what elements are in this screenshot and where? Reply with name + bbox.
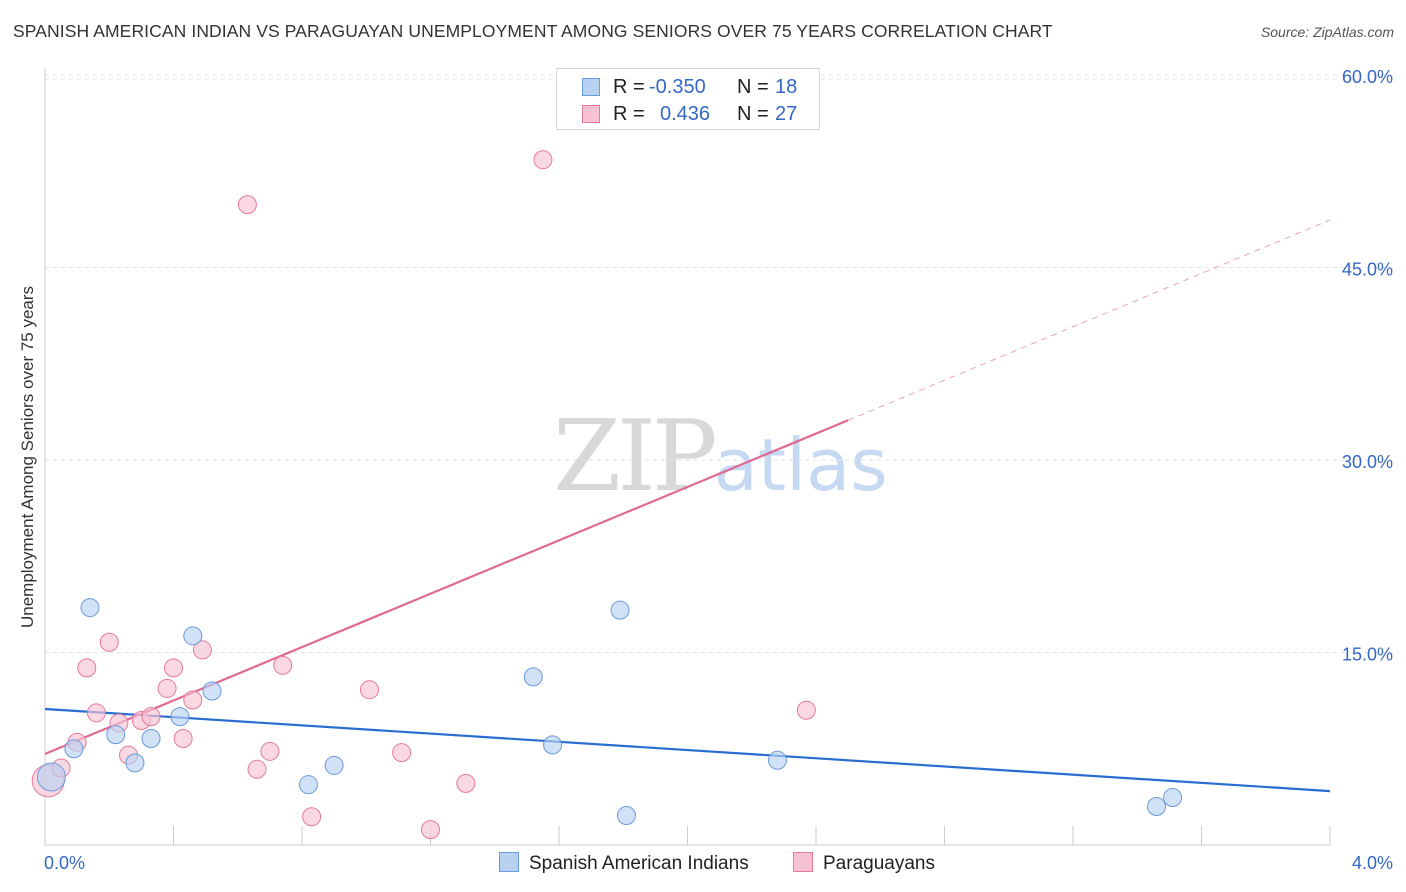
correlation-legend: R = -0.350 N = 18 R = 0.436 N = 27 [556, 68, 820, 130]
paraguayans-point [86, 703, 106, 723]
x-tick-label: 0.0% [44, 853, 85, 873]
legend-r-label: R = [613, 103, 645, 125]
paraguayans-point [237, 195, 257, 215]
y-tick-label: 45.0% [1342, 260, 1393, 280]
legend-row-spanish-american-indians: R = -0.350 N = 18 [557, 74, 819, 100]
spanish-american-indians-point [106, 725, 126, 745]
paraguayans-point [164, 658, 183, 678]
grid-lines [45, 74, 1395, 653]
tick-labels: 15.0% 30.0% 45.0% 60.0% 0.0% 4.0% [44, 67, 1393, 873]
y-tick-label: 60.0% [1342, 67, 1393, 87]
legend-row-paraguayans: R = 0.436 N = 27 [557, 101, 819, 127]
spanish-american-indians-point [202, 681, 222, 701]
spanish-american-indians-point [1147, 797, 1167, 816]
spanish-american-indians-point [523, 667, 543, 687]
spanish-american-indians-point [324, 755, 344, 775]
y-tick-label: 30.0% [1342, 452, 1393, 472]
legend-r-value: 0.436 [660, 103, 711, 125]
bottom-legend-swatch-pink [793, 852, 813, 872]
spanish-american-indians-point [125, 753, 145, 773]
paraguayans-point [247, 759, 267, 779]
paraguayans-point [533, 150, 553, 170]
bottom-legend-spanish-american-indians: Spanish American Indians [499, 852, 749, 875]
paraguayans-point [173, 728, 193, 748]
spanish-american-indians-point [610, 600, 630, 620]
spanish-american-indians-point [543, 735, 563, 755]
paraguayans-point [421, 820, 440, 840]
spanish-american-indians-point [170, 707, 190, 727]
spanish-american-indians-point [36, 762, 66, 792]
watermark: ZIPatlas [553, 400, 888, 514]
axes [44, 68, 1331, 846]
paraguayans-point [157, 678, 177, 698]
bottom-legend-label: Spanish American Indians [529, 853, 749, 874]
paraguayans-point [77, 658, 97, 678]
legend-n-value: 27 [775, 103, 798, 125]
spanish-american-indians-point [767, 750, 787, 770]
paraguayans-point [141, 707, 161, 727]
y-axis-label: Unemployment Among Seniors over 75 years [18, 285, 37, 629]
legend-n-value: 18 [775, 76, 798, 98]
spanish-american-indians-point [298, 775, 318, 795]
paraguayans-point [192, 640, 212, 660]
legend-swatch-blue [582, 78, 600, 96]
paraguayans-point [183, 690, 203, 710]
watermark-zip: ZIP [553, 400, 718, 514]
paraguayans-trend-extension [847, 219, 1331, 421]
paraguayans-point [99, 632, 119, 652]
x-tick-label: 4.0% [1352, 853, 1393, 873]
paraguayans-point [796, 700, 816, 720]
paraguayans-point [392, 743, 412, 763]
bottom-legend-label: Paraguayans [823, 853, 935, 874]
paraguayans-point [302, 807, 322, 827]
spanish-american-indians-point [183, 626, 203, 646]
legend-n-label: N = [737, 76, 769, 98]
legend-r-value: -0.350 [649, 76, 706, 98]
bottom-legend-paraguayans: Paraguayans [793, 852, 935, 875]
paraguayans-point [456, 773, 476, 793]
paraguayans-point [260, 741, 280, 761]
chart-title: SPANISH AMERICAN INDIAN VS PARAGUAYAN UN… [13, 21, 1053, 41]
spanish-american-indians-point [64, 739, 84, 759]
spanish-american-indians-point [80, 598, 100, 618]
legend-n-label: N = [737, 103, 769, 125]
paraguayans-trend-line [44, 419, 849, 755]
legend-r-label: R = [613, 76, 645, 98]
y-tick-label: 15.0% [1342, 645, 1393, 665]
chart-source: Source: ZipAtlas.com [1260, 24, 1394, 40]
trend-lines [44, 219, 1331, 793]
spanish-american-indians-point [141, 728, 161, 748]
paraguayans-point [359, 680, 379, 700]
spanish-american-indians-point [616, 805, 636, 825]
data-points [31, 150, 1183, 840]
paraguayans-point [273, 655, 293, 675]
spanish-american-indians-point [1163, 788, 1183, 808]
spanish-american-indians-trend-line [44, 707, 1331, 793]
bottom-legend-swatch-blue [499, 852, 519, 872]
legend-swatch-pink [582, 105, 600, 123]
